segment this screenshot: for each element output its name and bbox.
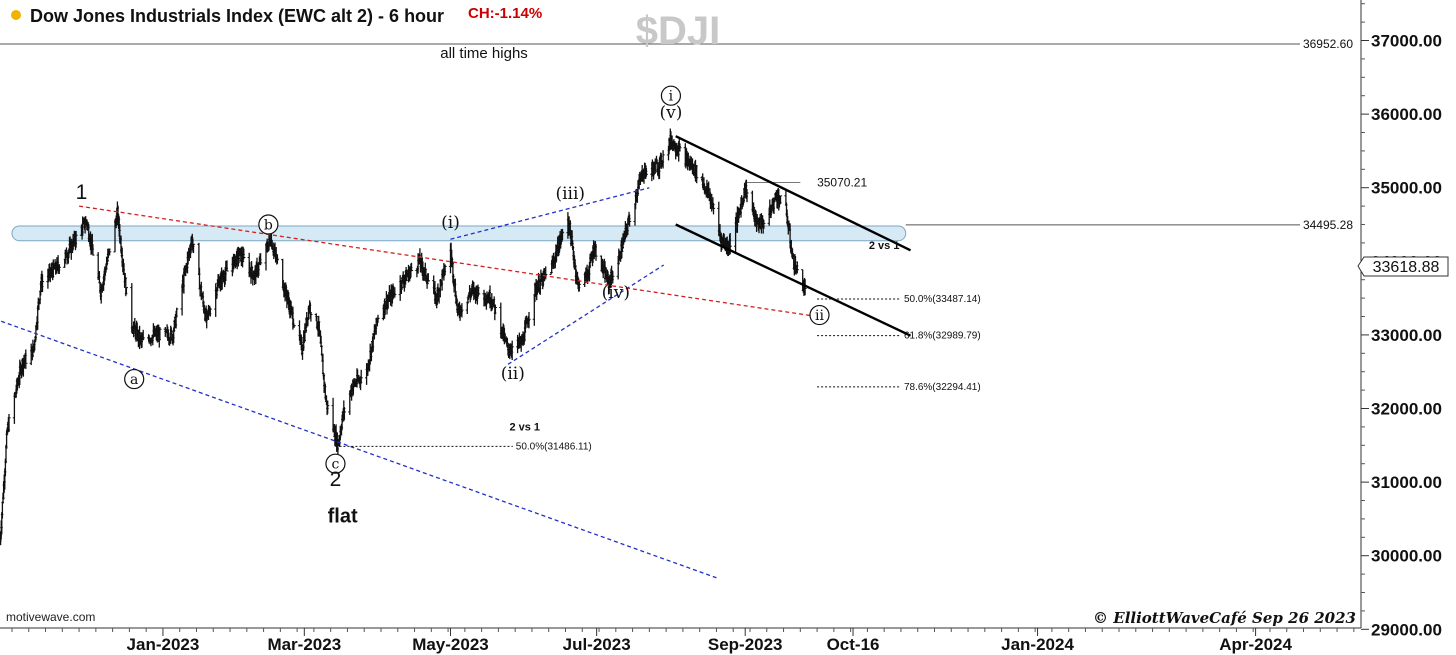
wave-label: (i) <box>441 213 460 233</box>
y-tick-label: 36000.00 <box>1371 105 1442 124</box>
source-watermark: motivewave.com <box>6 610 95 624</box>
wave-label: i <box>669 89 674 105</box>
retracement-layer: 50.0%(31486.11) 50.0%(33487.14) 61.8%(3298… <box>335 240 981 452</box>
y-tick-label: 32000.00 <box>1371 400 1442 419</box>
fib-level-label: 50.0%(33487.14) <box>904 294 981 305</box>
current-price-badge: 33618.88 <box>1357 256 1449 277</box>
trendline-red-dashed <box>78 205 818 318</box>
wave-label: ii <box>815 308 824 324</box>
price-bars-layer <box>0 128 807 546</box>
fib-note: 2 vs 1 <box>869 240 900 252</box>
y-tick-label: 33000.00 <box>1371 326 1442 345</box>
trendline-blue-dashed <box>507 264 665 365</box>
y-tick-label: 37000.00 <box>1371 32 1442 51</box>
wave-label: (v) <box>659 103 682 123</box>
fib-level-label: 78.6%(32294.41) <box>904 382 981 393</box>
wave-label: flat <box>328 506 358 528</box>
wave-label: c <box>332 457 340 473</box>
ath-note: all time highs <box>440 45 528 62</box>
wave-label: 1 <box>76 181 88 204</box>
wave-label: (ii) <box>501 364 525 384</box>
trendline-black-solid <box>675 135 912 252</box>
wave-label: a <box>130 372 138 388</box>
author-credit: © ElliottWaveCafé Sep 26 2023 <box>1093 609 1356 627</box>
trendline-blue-dashed <box>450 187 650 240</box>
y-axis-ticks: 37000.0036000.0035000.0034000.0033000.00… <box>1361 3 1442 639</box>
horizontal-levels-layer: 36952.60 all time highs 34495.28 35070.21 <box>0 37 1353 232</box>
status-dot-icon <box>11 10 21 20</box>
y-tick-label: 35000.00 <box>1371 179 1442 198</box>
wave-circle <box>660 85 682 106</box>
wave-label: (iv) <box>602 283 630 303</box>
symbol-watermark: $DJI <box>636 9 721 53</box>
wave-circle <box>809 304 830 326</box>
chart-title: Dow Jones Industrials Index (EWC alt 2) … <box>30 6 444 26</box>
resistance-band <box>11 225 907 242</box>
x-axis-ticks: Jan-2023 Mar-2023 May-2023 Jul-2023 Sep-2023… <box>11 628 1355 654</box>
wave-label: 2 <box>330 468 342 491</box>
swing-high-label: 35070.21 <box>817 176 867 190</box>
y-tick-label: 29000.00 <box>1371 620 1442 639</box>
resistance-band-layer <box>11 225 907 242</box>
x-tick-label: Mar-2023 <box>267 635 341 654</box>
x-tick-label: Oct-16 <box>827 635 880 654</box>
fib-level-label: 50.0%(31486.11) <box>516 441 592 452</box>
x-tick-label: Jul-2023 <box>563 635 631 654</box>
trendline-black-solid <box>675 223 912 337</box>
fib-note: 2 vs 1 <box>509 422 540 434</box>
ath-level-label: 36952.60 <box>1303 37 1353 51</box>
y-tick-label: 31000.00 <box>1371 473 1442 492</box>
trendline-blue-dashed <box>0 320 717 579</box>
y-tick-label: 30000.00 <box>1371 547 1442 566</box>
trendlines-layer <box>0 135 912 579</box>
x-tick-label: Sep-2023 <box>708 635 783 654</box>
wave-label: b <box>264 218 273 234</box>
x-tick-label: Jan-2023 <box>127 635 200 654</box>
current-price-value: 33618.88 <box>1373 259 1440 276</box>
wave-label: (iii) <box>555 184 585 204</box>
x-tick-label: Jan-2024 <box>1001 635 1074 654</box>
fib-level-label: 61.8%(32989.79) <box>904 331 981 342</box>
wave-circle <box>124 368 145 390</box>
x-tick-label: May-2023 <box>412 635 489 654</box>
x-tick-label: Apr-2024 <box>1219 635 1292 654</box>
wave-circle <box>258 214 279 235</box>
wave-circle <box>325 453 346 474</box>
resistance-level-label: 34495.28 <box>1303 218 1353 232</box>
change-percent: CH:-1.14% <box>468 5 542 22</box>
